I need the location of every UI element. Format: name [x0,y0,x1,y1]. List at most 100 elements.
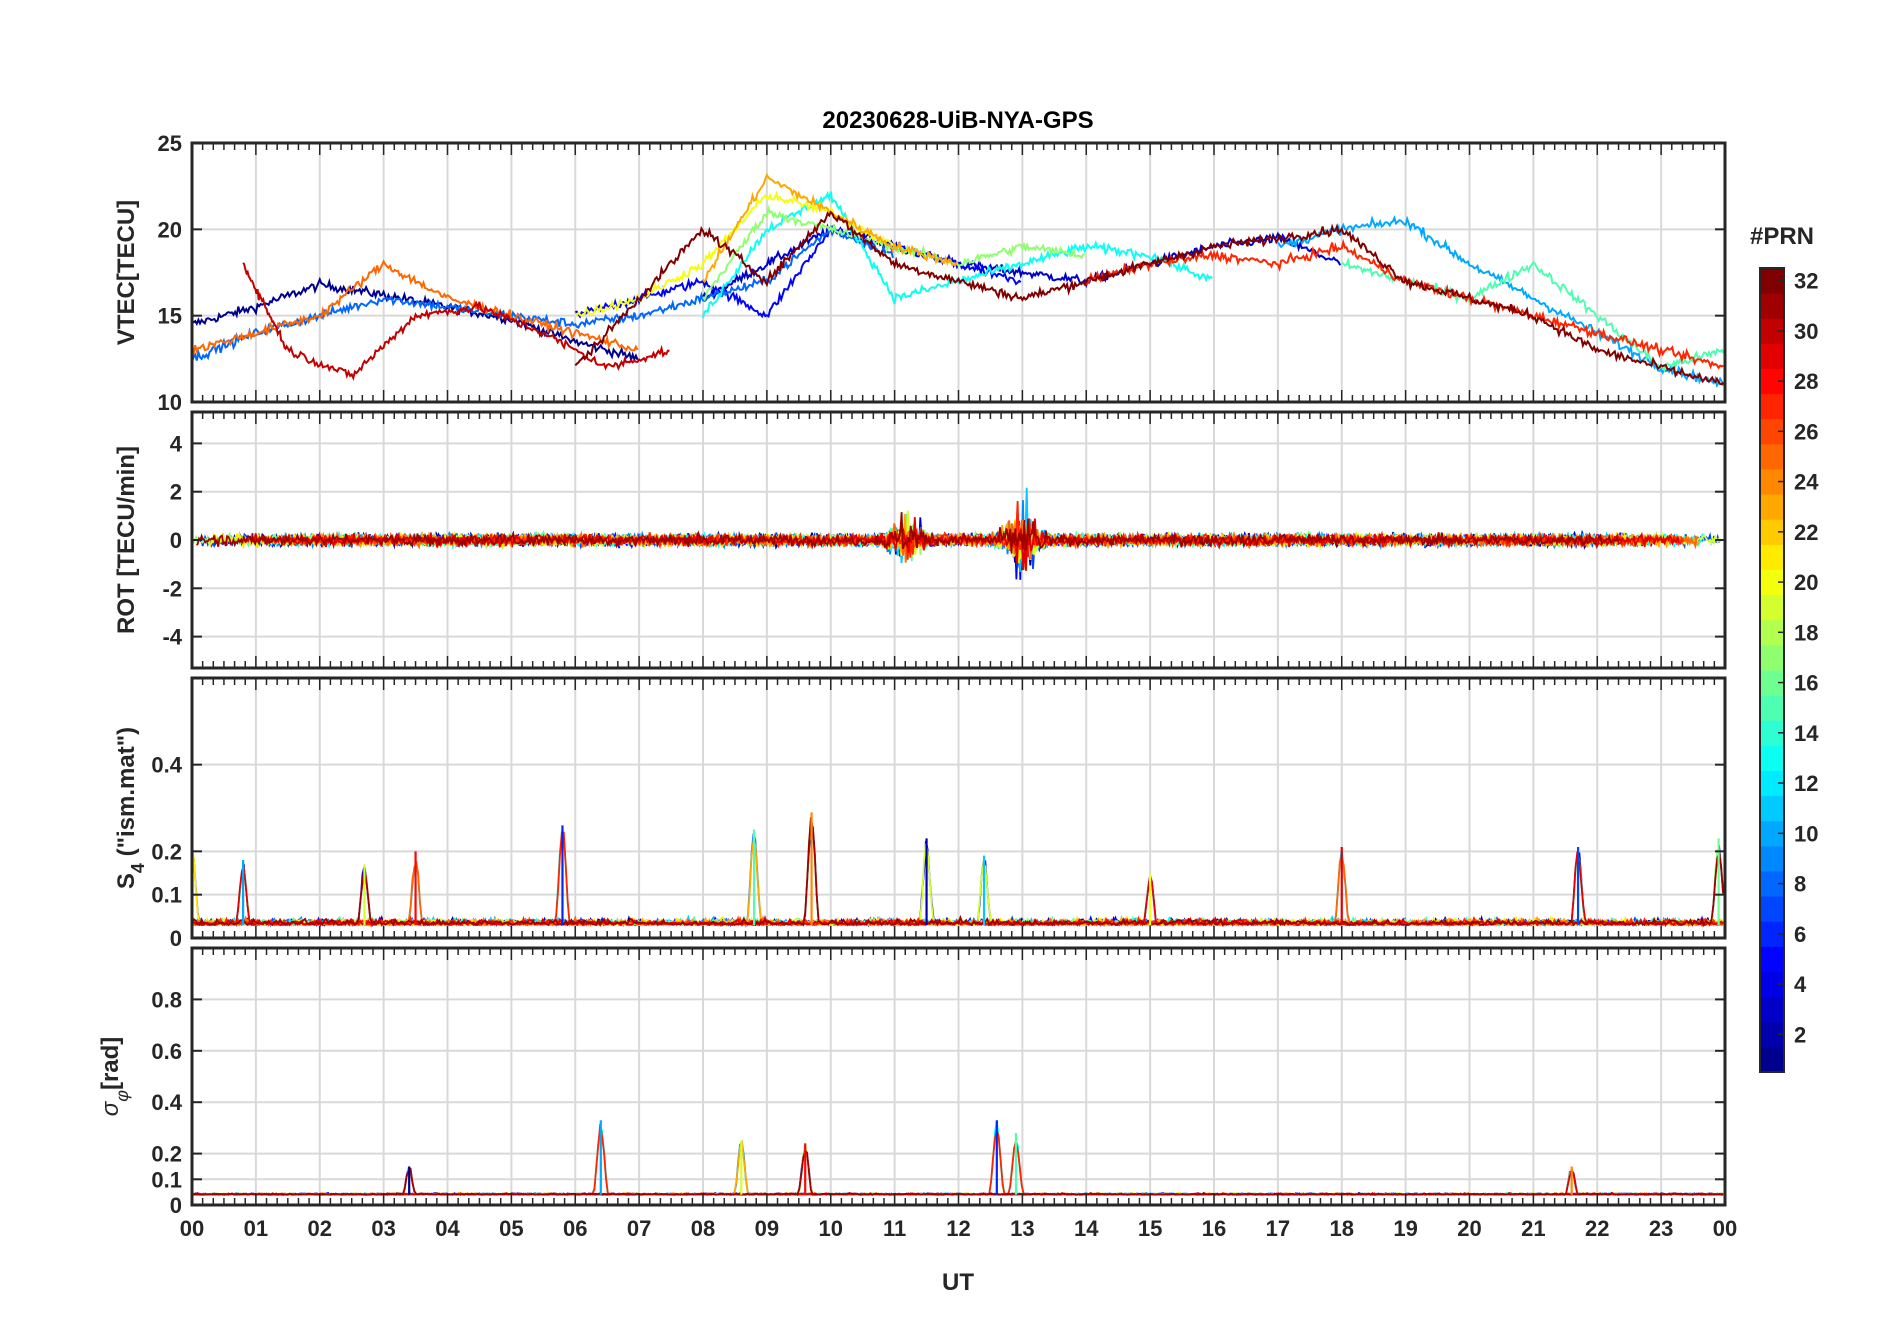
colorbar-tick-label: 2 [1794,1022,1806,1047]
colorbar-tick-label: 30 [1794,319,1818,344]
panel-rot: -4 -2 0 2 4 ROT [TECU/min] [113,410,1727,670]
colorbar-segment [1760,443,1784,470]
x-tick-label: 23 [1649,1216,1673,1241]
traces [192,487,1722,580]
y-tick-label: 0.8 [151,987,182,1012]
colorbar-tick-label: 24 [1794,470,1819,495]
x-tick-label: 00 [1713,1216,1737,1241]
colorbar-segment [1760,946,1784,972]
x-tick-label: 15 [1138,1216,1162,1241]
colorbar-segment [1760,745,1784,771]
colorbar-tick-label: 32 [1794,269,1818,294]
x-tick-label: 21 [1521,1216,1545,1241]
series-line-prn-25 [192,259,639,355]
x-tick-label: 01 [244,1216,268,1241]
x-ticks [191,142,1726,403]
x-tick-label: 10 [819,1216,843,1241]
colorbar-tick-label: 20 [1794,570,1818,595]
colorbar-segment [1760,795,1784,822]
colorbar-segment [1760,594,1784,621]
series-line-prn-30 [242,262,670,381]
y-tick-label: 0.4 [151,1090,182,1115]
x-tick-label: 00 [180,1216,204,1241]
y-tick-label: 0.2 [151,1142,182,1167]
grid [191,142,1726,403]
colorbar-tick-label: 4 [1794,972,1807,997]
y-tick-label: 2 [170,480,182,505]
colorbar-segment [1760,494,1784,520]
x-tick-label: 08 [691,1216,715,1241]
colorbar-segment [1760,293,1784,319]
chart-title: 20230628-UiB-NYA-GPS [822,107,1093,134]
x-tick-label: 20 [1457,1216,1481,1241]
x-tick-label: 06 [563,1216,587,1241]
x-tick-label: 14 [1074,1216,1099,1241]
x-tick-label: 19 [1393,1216,1417,1241]
y-tick-label: 0.6 [151,1039,182,1064]
y-tick-label: 20 [158,217,182,242]
y-tick-label: 25 [158,131,182,156]
colorbar-label: #PRN [1750,223,1814,250]
x-tick-label: 03 [371,1216,395,1241]
x-axis-label: UT [942,1269,974,1296]
panel-vtec: 10 15 20 25 VTEC[TECU] [113,131,1727,415]
y-tick-label: 0.1 [151,1167,182,1192]
x-tick-label: 02 [308,1216,332,1241]
y-tick-label: 0 [170,1193,182,1218]
colorbar-tick-label: 22 [1794,520,1818,545]
x-ticks [191,948,1726,1206]
colorbar-tick-label: 16 [1794,671,1818,696]
x-tick-label: 16 [1202,1216,1226,1241]
grid [191,948,1726,1206]
y-tick-label: 0.2 [151,839,182,864]
y-tick-label: 0.4 [151,753,182,778]
colorbar-tick-label: 14 [1794,721,1819,746]
colorbar-segment [1760,544,1784,570]
x-tick-label: 11 [883,1216,906,1241]
y-tick-label: 15 [158,304,182,329]
x-tick-labels: 00 01 02 03 04 05 06 07 08 09 10 11 12 13 14 15 16 17 18 19… [180,1216,1737,1241]
colorbar-segment [1760,845,1784,872]
x-tick-label: 07 [627,1216,651,1241]
series-line-prn-27 [270,500,1685,560]
x-ticks [191,412,1726,668]
y-tick-label: -2 [162,576,182,601]
colorbar-segment [1760,896,1784,922]
series-line-prn-5 [234,522,1623,580]
y-tick-label: 10 [158,390,182,415]
panel-sigma-phi: 00.10.2 0.4 0.6 0.8 σφ[rad] [97,946,1727,1218]
series-line-prn-1 [192,276,639,364]
y-axis-label: S4 ("ism.mat") [113,727,148,889]
x-tick-label: 04 [435,1216,460,1241]
y-axis-label: ROT [TECU/min] [113,446,140,634]
colorbar-tick-label: 6 [1794,922,1806,947]
panel-s4: 0 0.1 0.2 0.4S4 ("ism.mat") [113,676,1727,951]
y-tick-label: 4 [170,431,183,456]
grid [191,678,1726,939]
y-axis-label: σφ[rad] [97,1037,132,1117]
y-tick-label: -4 [162,625,182,650]
colorbar-segment [1760,996,1784,1023]
x-tick-label: 05 [499,1216,523,1241]
colorbar-tick-label: 28 [1794,369,1818,394]
x-tick-label: 12 [946,1216,970,1241]
series-line-prn-9 [292,500,1612,569]
colorbar-tick-label: 18 [1794,620,1818,645]
x-ticks [191,678,1726,939]
y-tick-label: 0.1 [151,883,182,908]
colorbar-segment [1760,644,1784,671]
colorbar-tick-label: 26 [1794,419,1818,444]
series-line-prn-31 [192,817,1724,927]
colorbar-segment [1760,343,1784,369]
x-tick-label: 17 [1266,1216,1290,1241]
colorbar-segment [1760,393,1784,420]
y-tick-label: 0 [170,528,182,553]
colorbar-tick-label: 10 [1794,821,1818,846]
x-tick-label: 18 [1330,1216,1354,1241]
series-line-prn-31 [195,512,1622,553]
x-tick-label: 22 [1585,1216,1609,1241]
colorbar-tick-label: 12 [1794,771,1818,796]
x-tick-label: 13 [1010,1216,1034,1241]
